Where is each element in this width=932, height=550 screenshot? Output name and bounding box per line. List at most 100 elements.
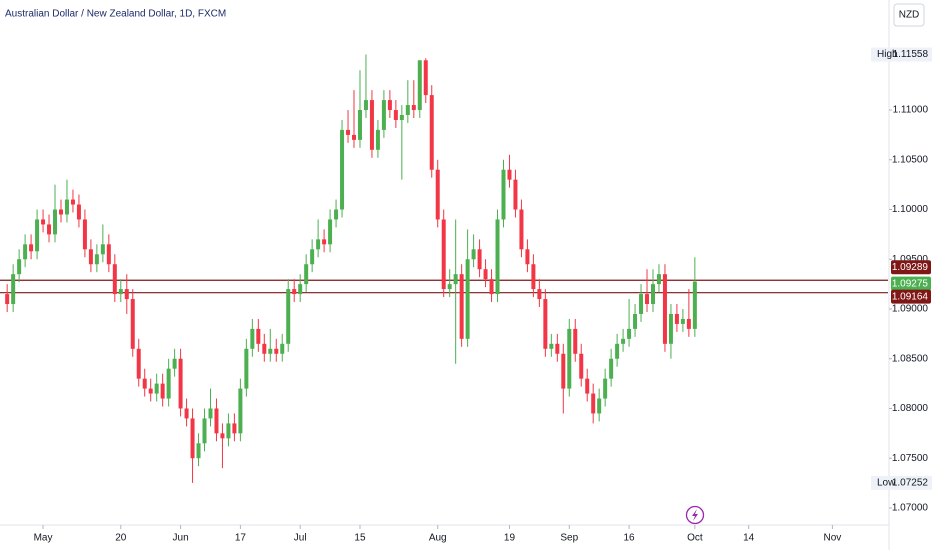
price-tag-bg [891,276,931,291]
x-tick-label: May [34,533,53,544]
candle-body [465,259,470,339]
candle-body [597,398,602,414]
candle-body [178,358,183,409]
candle-body [310,249,315,265]
candle-body [686,318,691,329]
candle-body [692,281,697,329]
candle-body [154,383,159,394]
candle-body [357,110,362,140]
candle-body [11,274,16,305]
candle-body [304,264,309,285]
currency[interactable]: NZD [899,10,920,21]
candle-body [375,129,380,150]
candle-body [363,100,368,111]
candle-body [423,60,428,96]
candle-body [274,348,279,354]
currency-box[interactable] [893,3,925,27]
y-tick-label: 1.09000 [892,304,929,315]
candle-body [100,244,105,255]
candle-body [555,343,560,354]
candle-body [531,264,536,290]
high-tag-bg [871,47,932,62]
candle-body [94,254,99,265]
candle-body [543,299,548,349]
candle-body [202,418,207,444]
y-tick-label: 1.08500 [892,353,929,364]
low-tag-bg [871,475,932,490]
x-tick-label: Jul [294,533,307,544]
x-tick-label: 15 [354,533,366,544]
candle-body [483,269,488,280]
candle-body [340,129,345,210]
candle-body [627,328,632,339]
candle-body [166,368,171,399]
candle-body [477,249,482,270]
y-tick-label: 1.08000 [892,403,929,414]
candle-body [112,264,117,295]
candle-body [118,289,123,295]
event-icon[interactable] [685,505,705,525]
candle-body [64,199,69,215]
candle-body [621,338,626,344]
candle-body [453,274,458,285]
candle-body [160,383,165,399]
candle-body [70,199,75,205]
candle-body [88,249,93,265]
candle-body [680,318,685,324]
candle-body [417,60,422,111]
candle-body [459,274,464,339]
candle-body [591,393,596,414]
candle-body [190,418,195,459]
candle-body [280,343,285,354]
x-tick-label: Jun [173,533,189,544]
candle-body [603,378,608,399]
candle-body [549,343,554,349]
price-tag: 1.09275 [892,278,929,289]
y-tick-label: 1.10500 [892,154,929,165]
candle-body [5,294,10,305]
x-tick-label: Nov [823,533,841,544]
candle-body [53,209,58,235]
candle-body [172,358,177,369]
candle-body [639,294,644,314]
candle-body [346,129,351,135]
candle-body [136,348,141,379]
candle-body [609,358,614,379]
x-tick-label: Oct [687,533,703,544]
candle-body [668,313,673,344]
candle-body [226,423,231,439]
candle-body [256,328,261,344]
candle-body [328,219,333,245]
candle-body [662,274,667,344]
chart-title: Australian Dollar / New Zealand Dollar, … [5,9,226,20]
candle-body [58,209,63,215]
level-tag: 1.09289 [892,262,929,273]
candle-body [214,408,219,434]
candle-body [23,244,28,260]
candle-body [447,284,452,290]
candle-body [286,289,291,344]
candle-body [387,100,392,111]
candle-body [41,219,46,225]
candle-body [513,179,518,210]
candle-body [292,289,297,295]
low-tag-name: Low [877,478,896,489]
x-tick-label: 17 [235,533,247,544]
candle-body [579,353,584,379]
candle-body [656,274,661,285]
candle-body [106,244,111,265]
candle-body [82,219,87,250]
x-tick-label: 20 [115,533,127,544]
candle-body [238,388,243,434]
candle-body [47,224,52,235]
candle-body [405,105,410,116]
candle-body [585,378,590,394]
candle-body [615,343,620,359]
candle-body [298,284,303,295]
candle-body [429,95,434,170]
candle-body [334,209,339,220]
candle-body [650,284,655,305]
candle-body [220,433,225,439]
